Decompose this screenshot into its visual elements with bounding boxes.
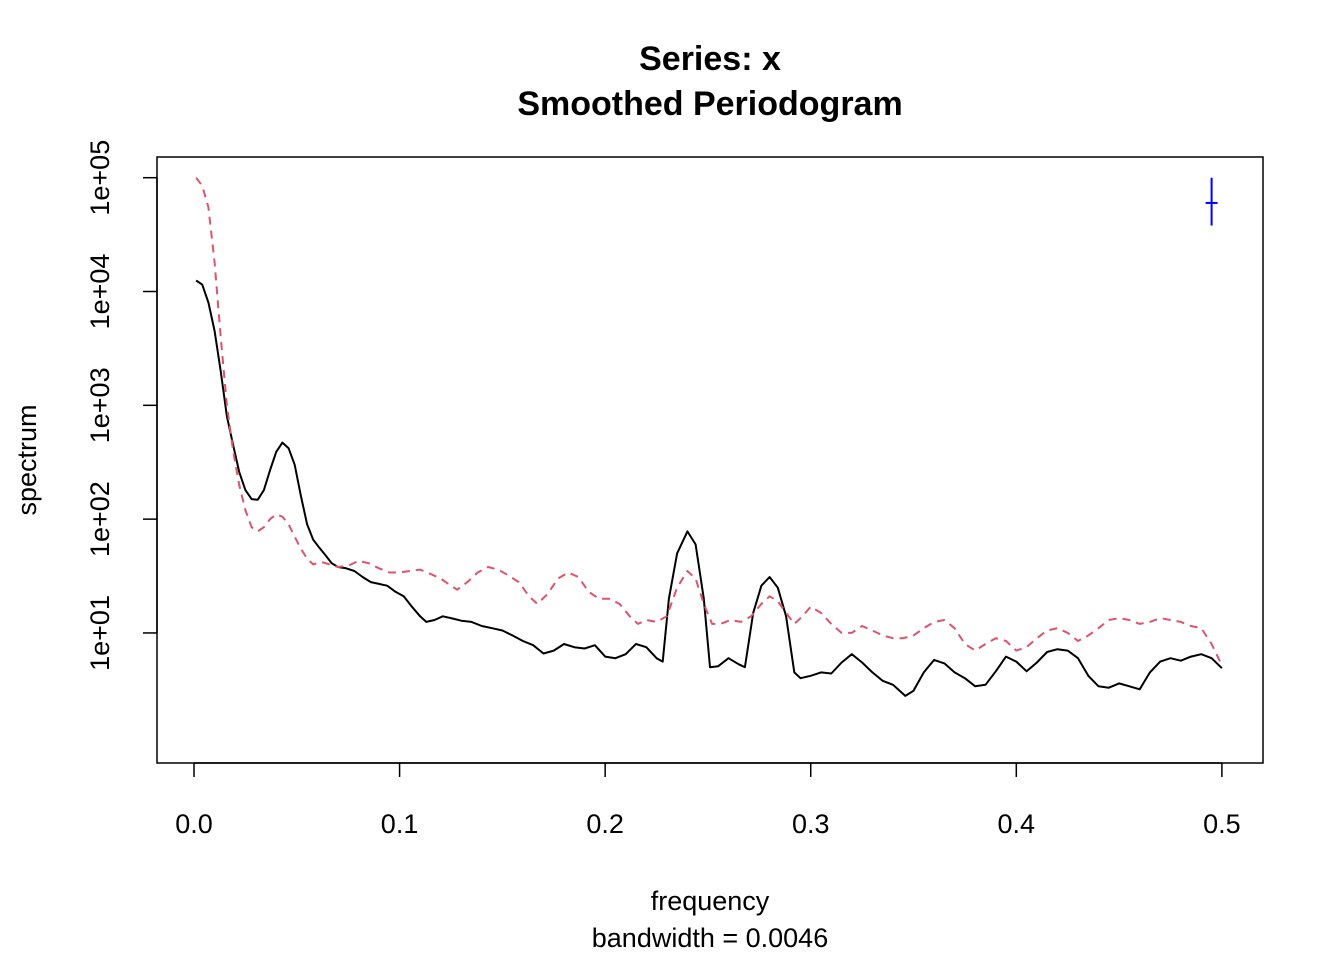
x-tick-label: 0.2 — [586, 809, 624, 839]
series-layer — [195, 177, 1223, 697]
x-tick-label: 0.0 — [175, 809, 213, 839]
y-axis: 1e+01 1e+02 1e+03 1e+04 1e+05 — [85, 140, 158, 671]
plot-frame — [156, 156, 1264, 764]
y-tick-label: 1e+05 — [85, 140, 115, 216]
x-tick-label: 0.3 — [792, 809, 830, 839]
chart-title: Series: x — [639, 40, 781, 78]
y-tick-label: 1e+03 — [85, 367, 115, 443]
x-axis-label: frequency — [651, 886, 770, 916]
y-tick-label: 1e+04 — [85, 254, 115, 330]
y-axis-label: spectrum — [12, 404, 42, 515]
chart-subtitle: Smoothed Periodogram — [517, 85, 902, 123]
y-tick-label: 1e+01 — [85, 595, 115, 671]
spectrum-dashed-line — [195, 177, 1223, 666]
spectrum-line — [195, 279, 1223, 697]
x-tick-label: 0.1 — [381, 809, 419, 839]
x-tick-label: 0.4 — [998, 809, 1036, 839]
bandwidth-label: bandwidth = 0.0046 — [592, 923, 828, 953]
y-tick-label: 1e+02 — [85, 481, 115, 557]
x-axis: 0.0 0.1 0.2 0.3 0.4 0.5 — [175, 762, 1241, 839]
x-tick-label: 0.5 — [1203, 809, 1241, 839]
confidence-bar — [1205, 177, 1218, 226]
